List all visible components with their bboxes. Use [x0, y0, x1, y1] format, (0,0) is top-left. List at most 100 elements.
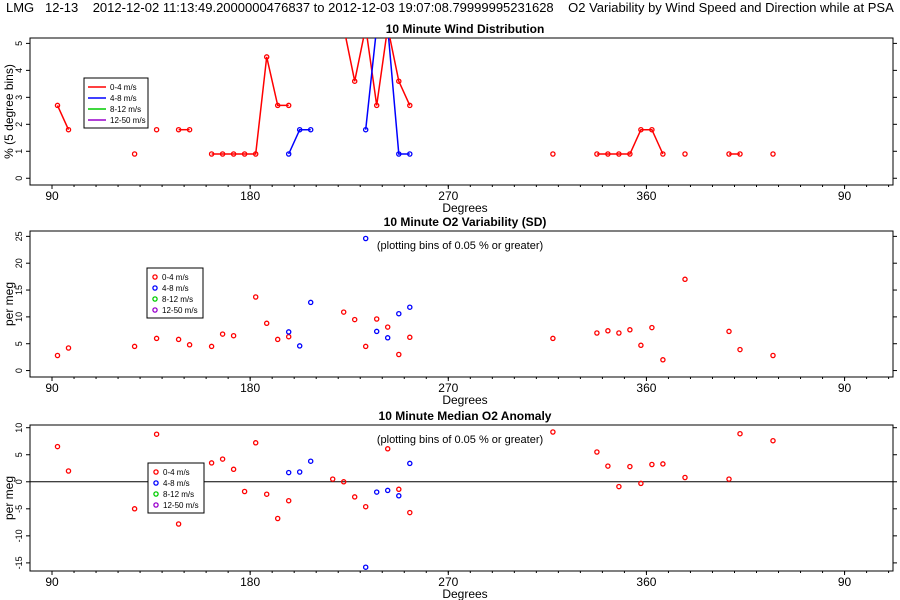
anom-x-tick-label: 90 — [45, 575, 59, 589]
wind-data-point — [627, 151, 633, 157]
wind-y-label: % (5 degree bins) — [2, 64, 16, 159]
wind-data-point — [407, 102, 413, 109]
wind-x-tick-label: 360 — [636, 189, 656, 203]
sd-legend-label: 8-12 m/s — [162, 295, 193, 304]
wind-data-point — [285, 151, 292, 157]
wind-data-point — [373, 102, 380, 109]
sd-title: 10 Minute O2 Variability (SD) — [384, 215, 547, 229]
sd-data-point — [407, 334, 413, 341]
anom-data-point — [241, 488, 248, 495]
wind-data-point — [726, 151, 732, 157]
sd-legend-label: 4-8 m/s — [162, 284, 189, 293]
wind-y-tick-label: 0 — [14, 176, 24, 181]
anom-y-tick-label: -5 — [14, 505, 24, 513]
sd-x-tick-label: 270 — [438, 381, 458, 395]
sd-x-tick-label: 90 — [838, 381, 852, 395]
wind-data-point — [230, 151, 237, 157]
wind-series-line-1 — [288, 128, 311, 155]
anom-data-point — [362, 503, 369, 510]
sd-legend-swatch — [152, 285, 158, 291]
sd-data-point — [407, 304, 413, 310]
sd-y-label: per meg — [2, 282, 16, 326]
wind-x-tick-label: 180 — [240, 189, 260, 203]
sd-x-tick-label: 360 — [636, 381, 656, 395]
sd-plot-frame — [29, 230, 894, 378]
anom-data-point — [351, 494, 358, 500]
anom-data-point — [396, 486, 402, 493]
wind-legend-label: 0-4 m/s — [110, 83, 137, 92]
wind-series-line-0 — [596, 128, 664, 155]
anom-data-point — [770, 437, 776, 444]
sd-data-point — [384, 324, 391, 330]
wind-x-tick-label: 270 — [438, 189, 458, 203]
anom-data-point — [230, 466, 237, 473]
anom-data-point — [296, 469, 303, 475]
sd-y-tick-label: 5 — [14, 341, 24, 346]
anom-y-tick-label: 5 — [14, 452, 24, 457]
sd-legend-label: 0-4 m/s — [162, 273, 189, 282]
anom-data-point — [54, 443, 61, 450]
sd-data-point — [351, 316, 358, 323]
wind-data-point — [241, 151, 248, 157]
anom-data-point — [682, 474, 688, 481]
anom-data-point — [252, 440, 259, 446]
wind-data-point — [307, 126, 314, 133]
sd-x-label: Degrees — [442, 393, 487, 407]
sd-data-point — [230, 332, 237, 339]
anom-plot-frame — [29, 424, 894, 572]
wind-data-point — [153, 126, 160, 133]
anom-data-point — [726, 476, 732, 482]
sd-data-point — [737, 346, 743, 353]
anom-y-tick-label: -15 — [14, 556, 24, 569]
sd-data-point — [726, 328, 732, 335]
anom-data-point — [274, 515, 281, 522]
wind-series-line-1 — [364, 38, 410, 155]
anom-data-point — [407, 509, 413, 516]
sd-data-point — [175, 336, 182, 343]
wind-data-point — [285, 102, 292, 109]
sd-data-point — [682, 276, 688, 283]
wind-title: 10 Minute Wind Distribution — [386, 22, 545, 36]
anom-data-point — [594, 449, 600, 455]
sd-data-point — [362, 343, 369, 350]
wind-data-point — [605, 151, 611, 157]
anom-data-point — [384, 446, 391, 452]
sd-y-tick-label: 25 — [14, 231, 24, 241]
anom-legend-box — [147, 462, 205, 514]
anom-data-point — [175, 521, 182, 527]
sd-data-point — [54, 352, 61, 359]
anom-data-point — [627, 463, 633, 470]
sd-data-point — [373, 328, 380, 335]
sd-data-point — [649, 324, 655, 331]
anom-data-point — [373, 489, 380, 495]
anom-data-point — [660, 461, 666, 467]
anom-x-tick-label: 270 — [438, 575, 458, 589]
wind-y-tick-label: 3 — [14, 95, 24, 100]
wind-y-tick-label: 1 — [14, 149, 24, 154]
anom-data-point — [131, 506, 138, 512]
sd-data-point — [660, 357, 666, 363]
wind-data-point — [649, 126, 655, 133]
wind-data-point — [616, 151, 622, 157]
wind-data-point — [296, 126, 303, 133]
wind-data-point — [208, 151, 215, 157]
anom-data-point — [737, 430, 743, 437]
anom-data-point — [65, 468, 72, 474]
figure-header: LMG 12-13 2012-12-02 11:13:49.2000000476… — [6, 0, 894, 15]
anom-legend-label: 4-8 m/s — [163, 479, 190, 488]
anom-data-point — [649, 461, 655, 468]
sd-data-point — [627, 327, 633, 333]
wind-series-line-0 — [345, 38, 411, 106]
sd-x-tick-label: 90 — [45, 381, 59, 395]
sd-data-point — [616, 330, 622, 336]
sd-legend-swatch — [152, 296, 158, 302]
wind-y-tick-label: 5 — [14, 41, 24, 46]
anom-x-tick-label: 180 — [240, 575, 260, 589]
anom-data-point — [153, 431, 160, 437]
wind-legend-label: 4-8 m/s — [110, 94, 137, 103]
anom-legend-swatch — [153, 502, 159, 508]
wind-data-point — [351, 78, 358, 84]
anom-x-label: Degrees — [442, 587, 487, 600]
wind-x-tick-label: 90 — [838, 189, 852, 203]
